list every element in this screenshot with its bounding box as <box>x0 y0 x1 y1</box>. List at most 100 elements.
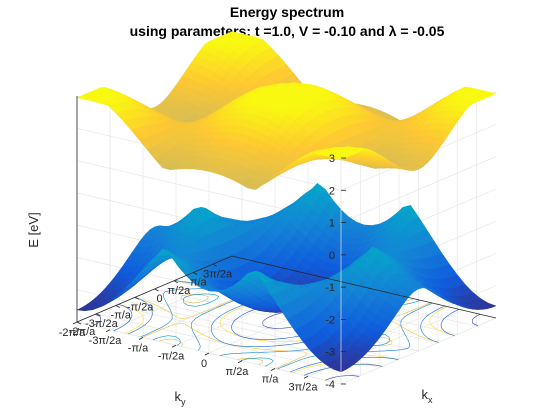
contour-segment <box>476 314 481 317</box>
contour-segment <box>214 336 216 338</box>
contour-segment <box>292 370 297 373</box>
contour-segment <box>390 342 393 345</box>
z-tick-label: 3 <box>329 153 335 165</box>
contour-segment <box>402 317 404 320</box>
contour-segment <box>210 300 215 303</box>
contour-segment <box>206 336 210 339</box>
contour-segment <box>425 316 427 318</box>
contour-segment <box>195 336 198 341</box>
contour-segment <box>178 317 183 319</box>
contour-segment <box>384 344 391 346</box>
contour-segment <box>398 314 402 316</box>
contour-segment <box>245 311 250 314</box>
y-axis-label: ky <box>175 389 187 407</box>
contour-segment <box>306 356 312 359</box>
surface-mesh <box>76 31 497 373</box>
contour-segment <box>209 307 214 310</box>
contour-segment <box>140 313 143 317</box>
contour-segment <box>219 354 226 356</box>
y-tick-mark <box>105 329 111 333</box>
contour-segment <box>174 280 183 282</box>
contour-segment <box>161 335 168 338</box>
contour-segment <box>222 315 226 319</box>
contour-segment <box>261 360 264 363</box>
contour-segment <box>215 306 220 309</box>
contour-segment <box>194 334 196 337</box>
contour-segment <box>307 364 313 367</box>
contour-segment <box>290 340 299 342</box>
contour-segment <box>212 333 215 337</box>
x-tick-mark <box>154 288 159 292</box>
upper-band-face <box>76 95 91 100</box>
contour-segment <box>374 344 382 346</box>
grid-line-x <box>115 141 381 368</box>
y-tick-label: π/2a <box>226 366 250 378</box>
contour-segment <box>416 334 420 337</box>
contour-segment <box>128 308 132 312</box>
contour-segment <box>367 363 376 366</box>
contour-segment <box>193 301 200 304</box>
contour-segment <box>218 314 222 318</box>
contour-segment <box>177 339 179 341</box>
contour-segment <box>235 318 238 321</box>
contour-segment <box>230 310 235 313</box>
contour-segment <box>305 352 307 356</box>
contour-segment <box>142 335 147 338</box>
contour-segment <box>310 365 316 367</box>
contour-segment <box>420 306 425 309</box>
contour-segment <box>218 304 224 307</box>
contour-segment <box>197 340 200 344</box>
contour-segment <box>278 327 288 329</box>
x-tick-label: π/2a <box>167 285 191 297</box>
contour-segment <box>182 300 185 303</box>
contour-segment <box>185 301 192 303</box>
contour-segment <box>340 375 349 377</box>
contour-segment <box>239 314 243 317</box>
contour-segment <box>199 343 201 346</box>
contour-segment <box>431 313 435 317</box>
contour-segment <box>289 370 295 373</box>
contour-segment <box>201 303 207 306</box>
contour-segment <box>123 323 127 326</box>
contour-segment <box>113 328 118 331</box>
contour-segment <box>185 303 188 306</box>
chart-subtitle: using parameters: t =1.0, V = -0.10 and … <box>130 23 445 39</box>
contour-segment <box>219 322 221 326</box>
y-tick-mark <box>138 337 144 340</box>
contour-segment <box>191 320 194 324</box>
contour-segment <box>239 335 246 338</box>
contour-segment <box>422 304 428 307</box>
y-tick-mark <box>270 368 276 371</box>
contour-segment <box>159 326 163 329</box>
contour-segment <box>220 317 223 321</box>
x-tick-mark <box>115 305 120 308</box>
contour-segment <box>183 302 187 305</box>
contour-segment <box>164 298 167 302</box>
contour-segment <box>176 343 180 346</box>
contour-segment <box>429 322 431 325</box>
contour-segment <box>152 337 158 341</box>
contour-segment <box>235 306 240 309</box>
contour-segment <box>443 317 445 319</box>
y-tick-mark <box>204 352 210 356</box>
contour-segment <box>161 307 165 310</box>
contour-segment <box>302 356 304 358</box>
contour-segment <box>429 317 431 321</box>
contour-segment <box>157 328 163 332</box>
contour-segment <box>225 313 228 316</box>
y-tick-mark <box>72 321 78 325</box>
contour-segment <box>217 304 222 307</box>
x-tick-mark <box>173 280 179 284</box>
contour-segment <box>180 344 184 347</box>
contour-segment <box>415 299 421 303</box>
contour-segment <box>138 326 142 330</box>
contour-segment <box>214 298 218 301</box>
contour-segment <box>195 304 202 307</box>
contour-segment <box>231 307 236 310</box>
contour-segment <box>161 327 167 330</box>
contour-segment <box>279 338 285 340</box>
contour-segment <box>430 323 433 327</box>
contour-segment <box>418 335 422 337</box>
contour-segment <box>312 362 318 365</box>
contour-segment <box>422 318 425 322</box>
